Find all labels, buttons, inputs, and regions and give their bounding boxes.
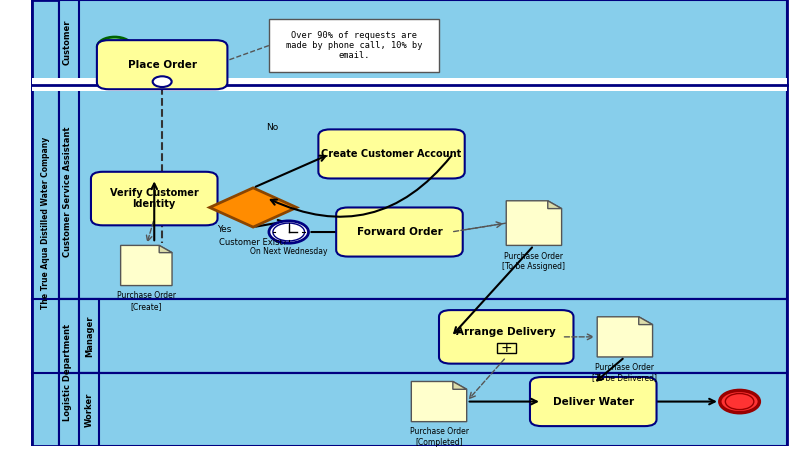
Text: No: No	[267, 123, 278, 132]
FancyBboxPatch shape	[318, 129, 464, 179]
Text: Manager: Manager	[85, 315, 94, 356]
FancyBboxPatch shape	[59, 299, 787, 373]
Text: Over 90% of requests are
made by phone call, 10% by
email.: Over 90% of requests are made by phone c…	[286, 31, 422, 60]
Text: Worker: Worker	[85, 392, 94, 427]
Polygon shape	[210, 188, 297, 227]
Polygon shape	[639, 317, 653, 325]
Text: Logistic Department: Logistic Department	[62, 324, 72, 421]
FancyBboxPatch shape	[59, 0, 79, 85]
FancyBboxPatch shape	[497, 343, 516, 353]
Text: Customer: Customer	[62, 20, 72, 65]
Text: Purchase Order
[Create]: Purchase Order [Create]	[117, 291, 176, 311]
Text: Place Order: Place Order	[127, 60, 197, 70]
Text: On Next Wednesday: On Next Wednesday	[250, 247, 327, 256]
Text: The True Aqua Distilled Water Company: The True Aqua Distilled Water Company	[41, 137, 50, 309]
FancyBboxPatch shape	[79, 373, 99, 446]
Text: Arrange Delivery: Arrange Delivery	[456, 327, 556, 337]
FancyBboxPatch shape	[530, 377, 657, 426]
FancyBboxPatch shape	[439, 310, 573, 364]
FancyBboxPatch shape	[59, 85, 787, 299]
Text: Forward Order: Forward Order	[357, 227, 442, 237]
FancyBboxPatch shape	[59, 299, 79, 446]
FancyBboxPatch shape	[79, 299, 99, 373]
Text: Create Customer Account: Create Customer Account	[321, 149, 462, 159]
FancyBboxPatch shape	[97, 40, 228, 89]
Polygon shape	[159, 245, 172, 253]
Circle shape	[273, 223, 305, 241]
Polygon shape	[548, 201, 562, 209]
Text: Verify Customer
Identity: Verify Customer Identity	[110, 188, 199, 209]
FancyBboxPatch shape	[269, 19, 439, 72]
Text: Customer Service Assistant: Customer Service Assistant	[62, 127, 72, 257]
Circle shape	[153, 76, 172, 87]
Polygon shape	[453, 382, 467, 389]
FancyBboxPatch shape	[32, 0, 59, 446]
FancyBboxPatch shape	[91, 172, 218, 226]
FancyBboxPatch shape	[59, 0, 787, 85]
Text: Yes: Yes	[217, 226, 231, 234]
Circle shape	[97, 37, 132, 57]
Circle shape	[720, 391, 759, 413]
Circle shape	[725, 394, 754, 410]
Polygon shape	[506, 201, 562, 245]
Circle shape	[269, 221, 308, 243]
FancyBboxPatch shape	[336, 207, 463, 257]
Polygon shape	[597, 317, 653, 357]
Text: Purchase Order
[Completed]: Purchase Order [Completed]	[410, 428, 468, 447]
FancyBboxPatch shape	[59, 373, 787, 446]
Text: Purchase Order
[To be Delivered]: Purchase Order [To be Delivered]	[592, 363, 657, 382]
Text: Deliver Water: Deliver Water	[553, 396, 634, 406]
Text: +: +	[501, 341, 512, 355]
Polygon shape	[411, 382, 467, 422]
FancyBboxPatch shape	[32, 78, 787, 92]
Polygon shape	[120, 245, 172, 285]
FancyBboxPatch shape	[32, 0, 787, 446]
Text: Purchase Order
[To be Assigned]: Purchase Order [To be Assigned]	[502, 252, 566, 272]
Text: Customer Exist?: Customer Exist?	[219, 238, 287, 247]
FancyBboxPatch shape	[59, 85, 79, 299]
